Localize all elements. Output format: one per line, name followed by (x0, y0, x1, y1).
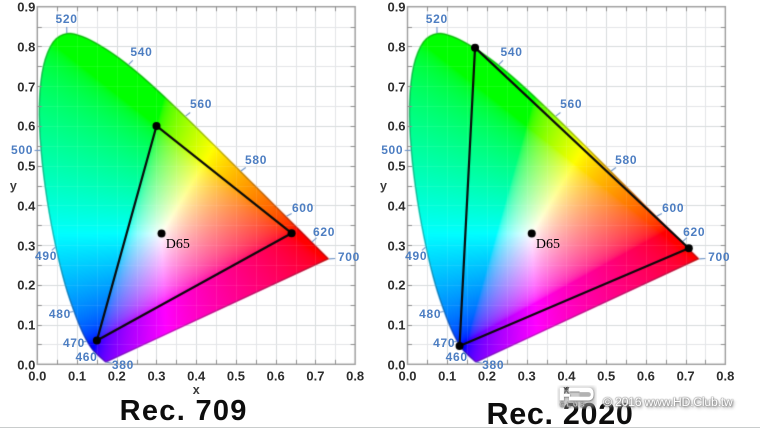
svg-text:CLUB: CLUB (560, 402, 587, 408)
